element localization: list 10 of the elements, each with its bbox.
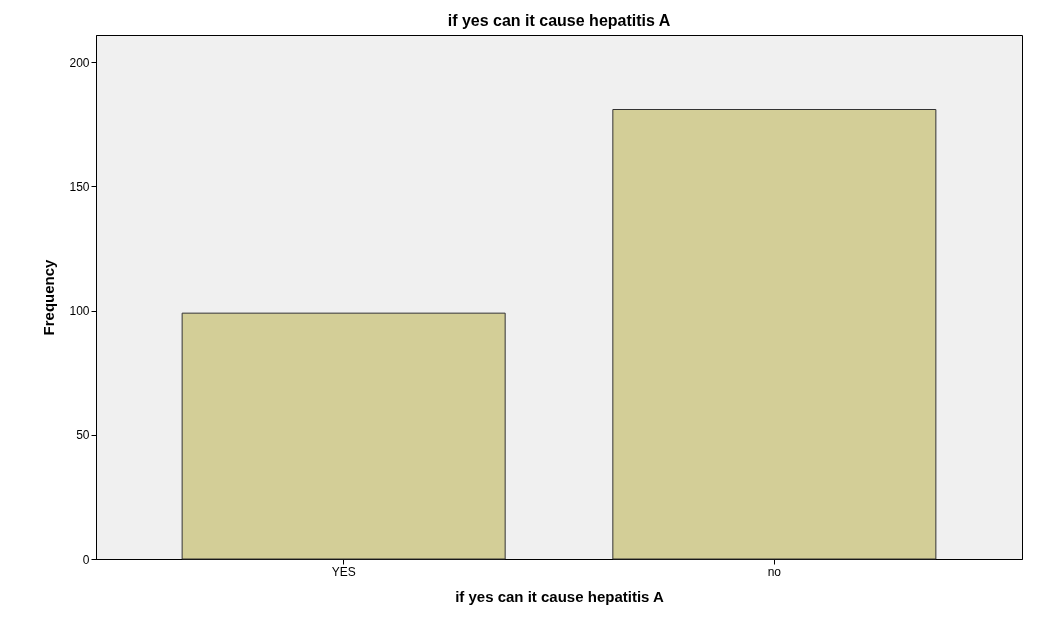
y-tick-label: 50 (76, 428, 90, 443)
x-axis-title: if yes can it cause hepatitis A (455, 587, 664, 605)
y-tick-label: 100 (69, 304, 90, 319)
y-tick-label: 150 (69, 179, 90, 194)
x-tick-label: no (767, 564, 782, 579)
x-tick-label: YES (331, 564, 356, 579)
y-tick-label: 200 (69, 55, 90, 70)
y-tick-label: 0 (82, 552, 90, 567)
y-axis-title: Frequency (40, 258, 58, 336)
chart-title: if yes can it cause hepatitis A (447, 12, 671, 29)
